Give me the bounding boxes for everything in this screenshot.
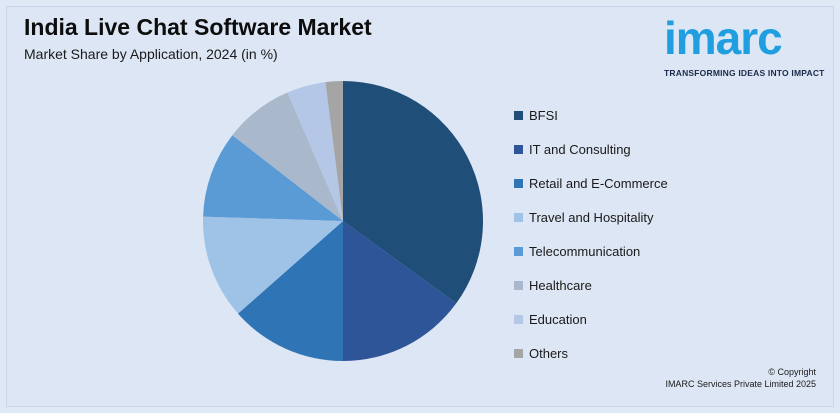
legend-label: Telecommunication bbox=[529, 243, 641, 259]
legend-item: Others bbox=[514, 336, 668, 370]
legend-item: Travel and Hospitality bbox=[514, 200, 668, 234]
pie-slice-bfsi bbox=[343, 81, 483, 304]
legend-item: Retail and E-Commerce bbox=[514, 166, 668, 200]
logo-wordmark: imarc bbox=[664, 12, 783, 64]
chart-subtitle: Market Share by Application, 2024 (in %) bbox=[24, 46, 278, 62]
pie-slice-retail-and-e-commerce bbox=[237, 221, 343, 361]
legend-swatch bbox=[514, 110, 523, 120]
legend-item: Education bbox=[514, 302, 668, 336]
legend-swatch bbox=[514, 246, 523, 256]
logo-tagline: TRANSFORMING IDEAS INTO IMPACT bbox=[664, 68, 825, 78]
legend-label: Travel and Hospitality bbox=[529, 209, 654, 225]
imarc-logo: imarc TRANSFORMING IDEAS INTO IMPACT bbox=[664, 12, 824, 82]
pie-slice-telecommunication bbox=[203, 135, 343, 221]
copyright-notice: © Copyright IMARC Services Private Limit… bbox=[665, 366, 816, 390]
legend-item: IT and Consulting bbox=[514, 132, 668, 166]
pie-slice-others bbox=[325, 81, 343, 221]
legend-label: Education bbox=[529, 311, 587, 327]
chart-title: India Live Chat Software Market bbox=[24, 14, 372, 40]
legend-item: Telecommunication bbox=[514, 234, 668, 268]
legend-swatch bbox=[514, 144, 523, 154]
legend-label: Retail and E-Commerce bbox=[529, 175, 668, 191]
pie-chart bbox=[203, 81, 483, 361]
legend-swatch bbox=[514, 280, 523, 290]
legend-swatch bbox=[514, 314, 523, 324]
pie-slice-travel-and-hospitality bbox=[203, 216, 343, 314]
legend-swatch bbox=[514, 178, 523, 188]
legend-item: Healthcare bbox=[514, 268, 668, 302]
legend: BFSI IT and Consulting Retail and E-Commer… bbox=[514, 98, 668, 370]
legend-swatch bbox=[514, 212, 523, 222]
pie-slice-healthcare bbox=[232, 92, 343, 222]
pie-slice-it-and-consulting bbox=[343, 221, 457, 361]
legend-label: Healthcare bbox=[529, 277, 592, 293]
legend-swatch bbox=[514, 348, 523, 358]
copyright-line: © Copyright bbox=[768, 367, 816, 377]
legend-label: Others bbox=[529, 345, 569, 361]
company-line: IMARC Services Private Limited 2025 bbox=[665, 379, 816, 389]
legend-label: BFSI bbox=[529, 107, 558, 123]
pie-slice-education bbox=[287, 82, 343, 221]
legend-item: BFSI bbox=[514, 98, 668, 132]
legend-label: IT and Consulting bbox=[529, 141, 631, 157]
